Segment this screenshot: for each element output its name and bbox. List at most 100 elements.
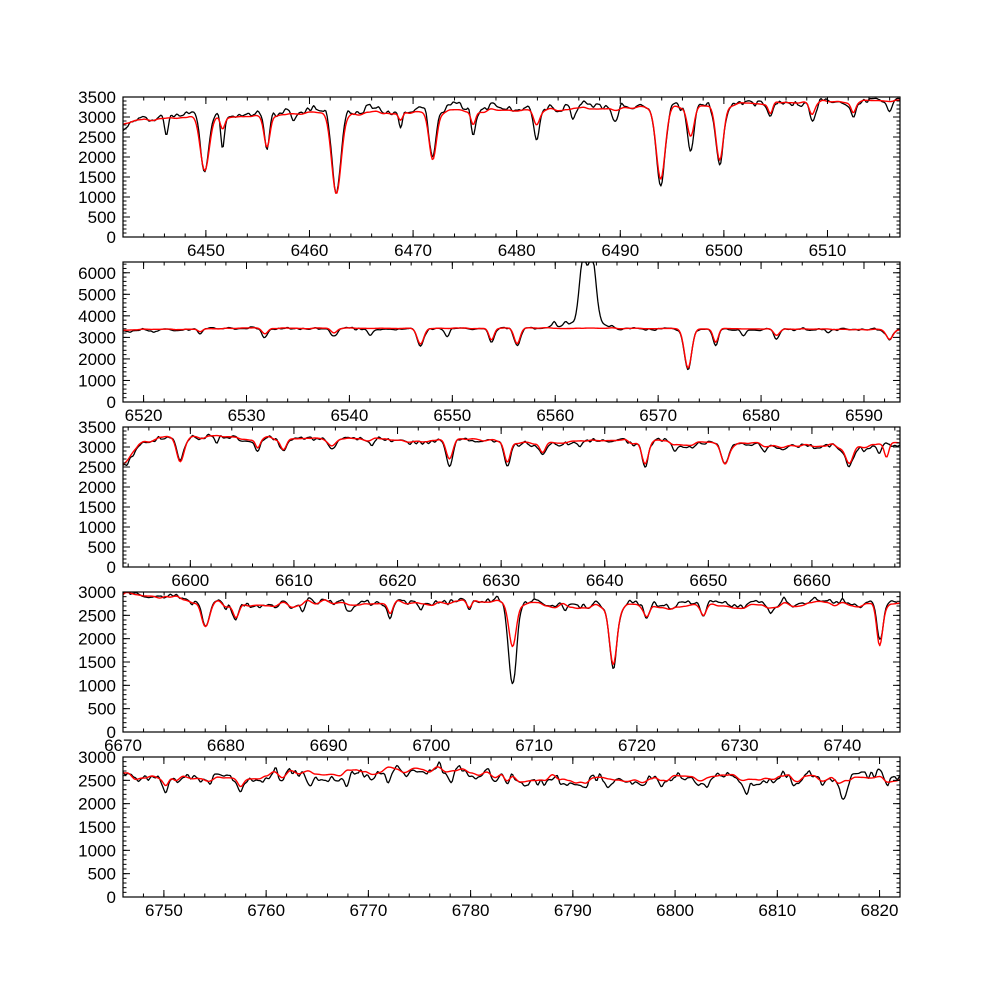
panel-4-model-spectrum-line — [123, 592, 900, 666]
y-tick-label: 5000 — [78, 285, 116, 304]
y-tick-label: 2000 — [78, 795, 116, 814]
x-tick-label: 6820 — [861, 901, 899, 920]
y-tick-label: 2000 — [78, 630, 116, 649]
x-tick-label: 6790 — [554, 901, 592, 920]
y-tick-label: 2500 — [78, 458, 116, 477]
y-tick-label: 3000 — [78, 438, 116, 457]
x-tick-label: 6680 — [207, 736, 245, 755]
x-tick-label: 6510 — [809, 241, 847, 260]
spectrum-panel-3: 6600 6610 6620 6630 6640 6650 6660 050010001500… — [78, 418, 901, 590]
panel-2-model-spectrum-line — [123, 326, 900, 369]
y-tick-label: 2000 — [78, 148, 116, 167]
panel-4-ticks — [122, 591, 900, 733]
panel-4-y-tick-labels: 0 500 1000 1500 2000 2500 3000 — [78, 583, 116, 742]
y-tick-label: 3000 — [78, 748, 116, 767]
x-tick-label: 6450 — [187, 241, 225, 260]
panel-3-x-tick-labels: 6600 6610 6620 6630 6640 6650 6660 — [171, 571, 830, 590]
y-tick-label: 500 — [88, 865, 116, 884]
panel-3-series — [123, 433, 900, 468]
y-tick-label: 1000 — [78, 188, 116, 207]
panel-4-frame — [122, 591, 901, 733]
panel-3-frame — [122, 426, 901, 568]
panel-3-model-spectrum-line — [123, 434, 900, 465]
y-tick-label: 1500 — [78, 653, 116, 672]
x-tick-label: 6630 — [482, 571, 520, 590]
x-tick-label: 6750 — [145, 901, 183, 920]
x-tick-label: 6640 — [586, 571, 624, 590]
y-tick-label: 500 — [88, 538, 116, 557]
y-tick-label: 0 — [107, 723, 116, 742]
x-tick-label: 6590 — [845, 406, 883, 425]
panel-5-x-tick-labels: 6750 6760 6770 6780 6790 6800 6810 6820 — [145, 901, 898, 920]
panel-5-observed-spectrum-line — [123, 761, 900, 800]
y-tick-label: 3000 — [78, 328, 116, 347]
panel-4-series — [123, 592, 900, 685]
y-tick-label: 500 — [88, 700, 116, 719]
spectrum-panel-5: 6750 6760 6770 6780 6790 6800 6810 6820 0 500 1000… — [78, 748, 901, 920]
y-tick-label: 1000 — [78, 518, 116, 537]
x-tick-label: 6730 — [721, 736, 759, 755]
panel-5-series — [123, 761, 900, 800]
panel-1-series — [123, 97, 900, 194]
panel-1-x-tick-labels: 6450 6460 6470 6480 6490 6500 6510 — [187, 241, 846, 260]
panel-2-y-tick-labels: 0 1000 2000 3000 4000 5000 6000 — [78, 264, 116, 412]
y-tick-label: 1000 — [78, 841, 116, 860]
x-tick-label: 6720 — [618, 736, 656, 755]
panel-5-ticks — [122, 756, 901, 898]
x-tick-label: 6620 — [379, 571, 417, 590]
panel-1-ticks — [122, 96, 900, 238]
x-tick-label: 6800 — [656, 901, 694, 920]
y-tick-label: 3000 — [78, 108, 116, 127]
panel-1-frame — [122, 96, 901, 238]
panel-5-model-spectrum-line — [123, 766, 900, 788]
y-tick-label: 3500 — [78, 88, 116, 107]
x-tick-label: 6490 — [601, 241, 639, 260]
x-tick-label: 6670 — [104, 736, 142, 755]
y-tick-label: 0 — [107, 393, 116, 412]
x-tick-label: 6710 — [515, 736, 553, 755]
x-tick-label: 6660 — [793, 571, 831, 590]
panel-1-observed-spectrum-line — [123, 97, 900, 194]
y-tick-label: 6000 — [78, 264, 116, 283]
y-tick-label: 1500 — [78, 168, 116, 187]
x-tick-label: 6780 — [452, 901, 490, 920]
x-tick-label: 6570 — [639, 406, 677, 425]
panel-2-observed-spectrum-line — [123, 262, 900, 371]
x-tick-label: 6480 — [498, 241, 536, 260]
x-tick-label: 6540 — [330, 406, 368, 425]
x-tick-label: 6760 — [247, 901, 285, 920]
y-tick-label: 1500 — [78, 818, 116, 837]
x-tick-label: 6470 — [394, 241, 432, 260]
x-tick-label: 6600 — [171, 571, 209, 590]
y-tick-label: 0 — [107, 228, 116, 247]
x-tick-label: 6500 — [705, 241, 743, 260]
x-tick-label: 6740 — [824, 736, 862, 755]
x-tick-label: 6550 — [433, 406, 471, 425]
y-tick-label: 1000 — [78, 371, 116, 390]
y-tick-label: 3500 — [78, 418, 116, 437]
panel-5-frame — [122, 756, 901, 898]
y-tick-label: 3000 — [78, 583, 116, 602]
panel-4-observed-spectrum-line — [123, 592, 900, 685]
x-tick-label: 6770 — [349, 901, 387, 920]
panel-5-y-tick-labels: 0 500 1000 1500 2000 2500 3000 — [78, 748, 116, 907]
spectrum-panel-2: 6520 6530 6540 6550 6560 6570 6580 6590 0 1000 200… — [78, 261, 901, 425]
y-tick-label: 0 — [107, 558, 116, 577]
y-tick-label: 4000 — [78, 307, 116, 326]
y-tick-label: 2500 — [78, 128, 116, 147]
x-tick-label: 6700 — [412, 736, 450, 755]
x-tick-label: 6810 — [758, 901, 796, 920]
x-tick-label: 6530 — [228, 406, 266, 425]
panel-2-series — [123, 262, 900, 371]
panel-1-model-spectrum-line — [123, 99, 900, 194]
spectrum-panel-4: 6670 6680 6690 6700 6710 6720 6730 6740 0 500 1000… — [78, 583, 901, 755]
y-tick-label: 1000 — [78, 676, 116, 695]
y-tick-label: 500 — [88, 208, 116, 227]
x-tick-label: 6520 — [125, 406, 163, 425]
y-tick-label: 2500 — [78, 771, 116, 790]
y-tick-label: 2000 — [78, 478, 116, 497]
